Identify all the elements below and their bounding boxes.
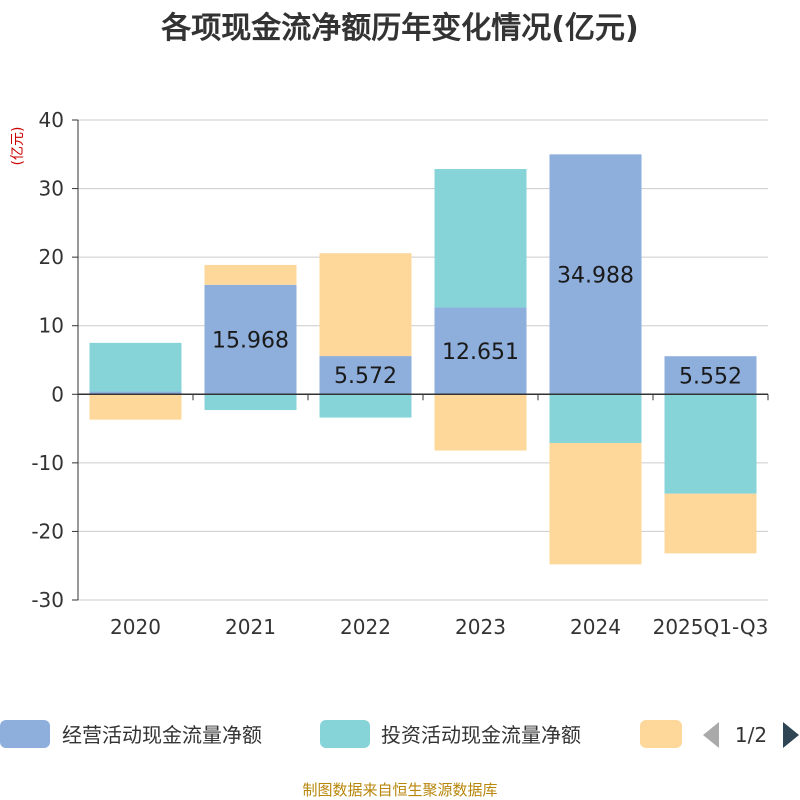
data-source: 制图数据来自恒生聚源数据库 bbox=[302, 781, 497, 799]
y-tick-label: -10 bbox=[31, 451, 64, 475]
bar-2-2025Q1-Q3 bbox=[665, 394, 757, 493]
data-label: 15.968 bbox=[212, 329, 289, 354]
data-label: 5.552 bbox=[679, 364, 742, 389]
legend: 经营活动现金流量净额 投资活动现金流量净额 1/2 bbox=[0, 720, 799, 748]
legend-label-operating[interactable]: 经营活动现金流量净额 bbox=[62, 723, 262, 747]
bar-3-2025Q1-Q3 bbox=[665, 494, 757, 554]
y-tick-label: 0 bbox=[51, 382, 64, 406]
legend-swatch-investing[interactable] bbox=[320, 720, 370, 748]
bar-2-2020 bbox=[90, 343, 182, 392]
data-label: 34.988 bbox=[557, 263, 634, 288]
bar-2-2023 bbox=[435, 169, 527, 308]
legend-swatch-operating[interactable] bbox=[0, 720, 50, 748]
bar-2-2021 bbox=[205, 394, 297, 410]
bar-2-2022 bbox=[320, 394, 412, 417]
bar-3-2022 bbox=[320, 253, 412, 356]
bar-3-2024 bbox=[550, 443, 642, 564]
data-label: 5.572 bbox=[334, 364, 397, 389]
y-tick-label: 20 bbox=[39, 245, 64, 269]
cash-flow-chart: 各项现金流净额历年变化情况(亿元) (亿元) 40 30 20 10 0 -10 -20 -3… bbox=[0, 0, 800, 800]
x-tick-label: 2025Q1-Q3 bbox=[653, 615, 769, 639]
chart-title: 各项现金流净额历年变化情况(亿元) bbox=[160, 11, 638, 46]
legend-label-investing[interactable]: 投资活动现金流量净额 bbox=[381, 723, 581, 747]
y-tick-label: 40 bbox=[39, 108, 64, 132]
x-tick-label: 2020 bbox=[110, 615, 161, 639]
data-label: 12.651 bbox=[442, 340, 519, 365]
legend-swatch-financing[interactable] bbox=[640, 720, 682, 748]
y-tick-label: -30 bbox=[31, 588, 64, 612]
bar-3-2020 bbox=[90, 394, 182, 419]
y-tick-label: -20 bbox=[31, 519, 64, 543]
bar-3-2021 bbox=[205, 265, 297, 285]
legend-next-icon[interactable] bbox=[783, 722, 799, 748]
bar-3-2023 bbox=[435, 394, 527, 450]
y-axis-unit: (亿元) bbox=[10, 127, 26, 166]
bars-layer bbox=[90, 154, 757, 564]
y-tick-label: 30 bbox=[39, 177, 64, 201]
x-tick-label: 2022 bbox=[340, 615, 391, 639]
bar-2-2024 bbox=[550, 394, 642, 443]
legend-prev-icon[interactable] bbox=[703, 722, 719, 748]
x-tick-label: 2023 bbox=[455, 615, 506, 639]
legend-page-indicator: 1/2 bbox=[735, 723, 767, 747]
x-tick-label: 2021 bbox=[225, 615, 276, 639]
y-tick-label: 10 bbox=[39, 314, 64, 338]
x-tick-label: 2024 bbox=[570, 615, 621, 639]
